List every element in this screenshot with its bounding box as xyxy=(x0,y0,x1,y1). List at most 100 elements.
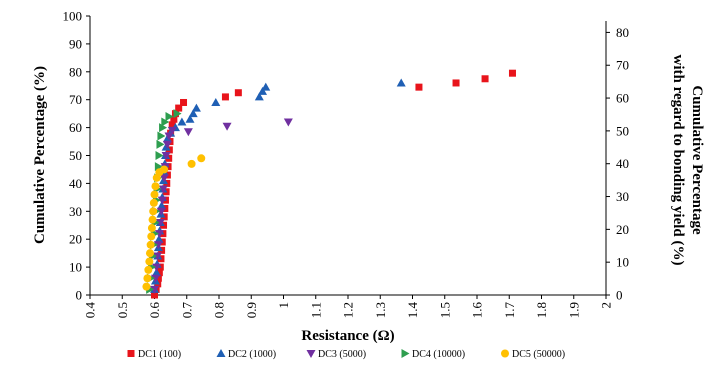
right-y-tick-label: 10 xyxy=(616,255,629,270)
x-tick-label: 0.9 xyxy=(244,302,259,318)
x-tick-label: 1.2 xyxy=(341,302,356,318)
data-point xyxy=(145,249,154,258)
data-point xyxy=(155,218,165,227)
data-point xyxy=(162,134,172,143)
data-point xyxy=(151,182,160,191)
data-point xyxy=(145,257,154,266)
data-point xyxy=(180,98,188,106)
data-point xyxy=(283,118,293,127)
legend-label: DC2 (1000) xyxy=(228,349,276,360)
data-point xyxy=(154,274,162,282)
right-y-tick-label: 70 xyxy=(616,58,629,73)
data-point xyxy=(415,83,423,91)
series-2-points xyxy=(150,78,406,293)
data-point xyxy=(144,265,153,274)
data-points xyxy=(142,69,516,299)
x-tick-label: 0.8 xyxy=(212,302,227,318)
x-tick-label: 2 xyxy=(599,302,614,309)
legend-marker xyxy=(401,349,410,358)
data-point xyxy=(156,139,165,149)
data-point xyxy=(159,174,169,183)
data-point xyxy=(155,269,163,277)
legend-item-1: DC1 (100) xyxy=(127,349,181,360)
x-tick-label: 1.7 xyxy=(502,302,517,319)
data-point xyxy=(154,230,164,239)
data-point xyxy=(221,93,229,101)
data-point xyxy=(173,109,182,119)
x-tick-label: 1.6 xyxy=(470,302,485,319)
y-axis-ticks: 0 10 20 30 40 50 60 70 80 90 100 xyxy=(63,9,90,303)
data-point xyxy=(151,263,161,272)
data-point xyxy=(211,97,221,106)
data-point xyxy=(161,142,171,151)
data-point xyxy=(254,92,264,101)
data-point xyxy=(157,131,166,141)
x-axis-ticks: 0.4 0.5 0.6 0.7 0.8 0.9 1 1.1 1.2 1.3 1.4 1.5 1.6 1.7… xyxy=(83,295,614,318)
legend-marker xyxy=(501,349,509,358)
legend-marker xyxy=(306,350,316,358)
data-point xyxy=(155,151,164,160)
data-point xyxy=(156,207,166,216)
y-tick-label: 100 xyxy=(63,9,83,24)
data-point xyxy=(396,78,406,87)
data-point xyxy=(188,109,198,118)
right-y-tick-label: 60 xyxy=(616,91,629,106)
x-axis-title: Resistance (Ω) xyxy=(301,328,394,344)
data-point xyxy=(150,285,159,294)
data-point xyxy=(149,198,158,207)
data-point xyxy=(261,82,271,91)
data-point xyxy=(160,165,169,174)
data-point xyxy=(197,154,206,163)
right-y-tick-label: 80 xyxy=(616,25,629,40)
data-point xyxy=(222,122,232,131)
series-1-points xyxy=(151,69,516,299)
data-point xyxy=(142,282,151,291)
x-tick-label: 0.6 xyxy=(147,302,162,319)
right-y-axis-title-line-2: with regard to bonding yield (%) xyxy=(670,55,686,266)
data-point xyxy=(161,152,171,160)
y-tick-label: 60 xyxy=(69,120,82,135)
x-tick-label: 0.7 xyxy=(179,302,194,319)
x-tick-label: 1.4 xyxy=(405,302,420,319)
data-point xyxy=(508,69,516,77)
data-point xyxy=(175,104,183,112)
data-point xyxy=(157,196,167,205)
data-point xyxy=(258,86,268,95)
x-tick-label: 1 xyxy=(276,302,291,309)
data-point xyxy=(159,123,168,133)
y-tick-label: 20 xyxy=(69,232,82,247)
x-tick-label: 0.4 xyxy=(83,302,98,319)
y-tick-label: 0 xyxy=(76,288,83,303)
y-tick-label: 10 xyxy=(69,260,82,275)
legend-label: DC5 (50000) xyxy=(512,349,565,360)
right-y-axis-ticks: 0 10 20 30 40 50 60 70 80 xyxy=(606,25,629,303)
right-y-tick-label: 30 xyxy=(616,189,629,204)
x-tick-label: 1.3 xyxy=(373,302,388,318)
data-point xyxy=(164,132,174,141)
y-tick-label: 70 xyxy=(69,92,82,107)
data-point xyxy=(151,268,161,277)
legend-label: DC1 (100) xyxy=(138,349,181,360)
data-point xyxy=(154,162,163,172)
data-point xyxy=(168,121,176,129)
data-point xyxy=(170,115,178,123)
right-y-axis-title-line-1: Cumulative Percentage xyxy=(689,85,705,235)
data-point xyxy=(183,128,193,137)
data-point xyxy=(146,240,155,249)
legend-label: DC4 (10000) xyxy=(412,349,465,360)
data-point xyxy=(158,185,168,194)
data-point xyxy=(157,201,167,210)
x-tick-label: 1.1 xyxy=(308,302,323,318)
data-point xyxy=(185,114,195,123)
y-axis-title: Cumulative Percentage (%) xyxy=(32,66,48,244)
data-point xyxy=(154,234,164,243)
legend: DC1 (100) DC2 (1000) DC3 (5000) DC4 (10000)… xyxy=(127,349,565,360)
legend-item-4: DC4 (10000) xyxy=(401,349,465,360)
y-tick-label: 80 xyxy=(69,64,82,79)
data-point xyxy=(234,89,242,97)
data-point xyxy=(481,75,489,83)
data-point xyxy=(162,140,172,149)
data-point xyxy=(153,241,163,250)
data-point xyxy=(147,224,156,233)
right-y-tick-label: 50 xyxy=(616,123,629,138)
